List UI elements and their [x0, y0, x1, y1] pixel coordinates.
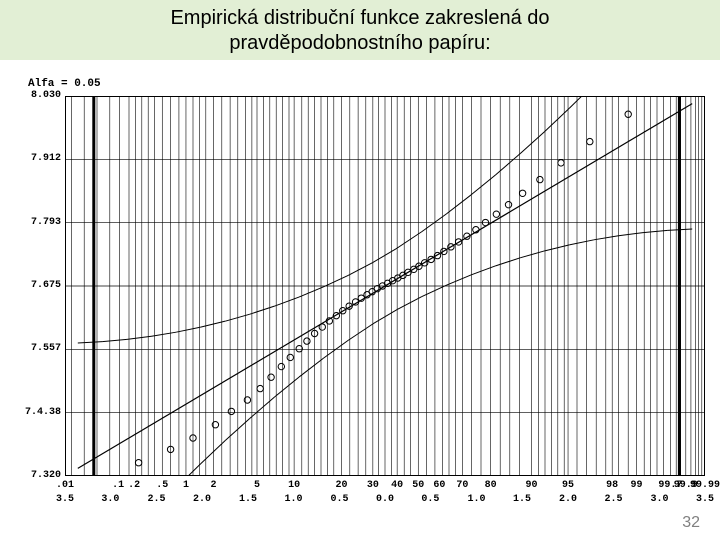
- x-percent-label: 98: [606, 480, 618, 491]
- x-percent-label: .5: [156, 480, 168, 491]
- x-sigma-label: 1.0: [284, 494, 302, 505]
- x-sigma-label: 0.0: [376, 494, 394, 505]
- x-sigma-label: 1.0: [468, 494, 486, 505]
- x-sigma-label: 2.0: [193, 494, 211, 505]
- x-percent-label: 90: [526, 480, 538, 491]
- x-percent-label: .2: [128, 480, 140, 491]
- page-number: 32: [682, 514, 700, 532]
- x-percent-label: 2: [210, 480, 216, 491]
- x-percent-label: 99.99: [690, 480, 720, 491]
- y-tick-label: 7.557: [13, 343, 61, 354]
- x-sigma-label: 2.5: [604, 494, 622, 505]
- x-sigma-label: 2.0: [559, 494, 577, 505]
- x-percent-label: 70: [456, 480, 468, 491]
- x-percent-label: 60: [433, 480, 445, 491]
- y-tick-label: 7.793: [13, 217, 61, 228]
- probability-plot: [65, 96, 705, 476]
- x-percent-label: 1: [183, 480, 189, 491]
- x-sigma-label: 3.5: [696, 494, 714, 505]
- y-tick-label: 7.4.38: [13, 407, 61, 418]
- x-percent-label: 10: [288, 480, 300, 491]
- x-percent-label: 50: [412, 480, 424, 491]
- x-percent-label: .1: [112, 480, 124, 491]
- slide-header: Empirická distribuční funkce zakreslená …: [0, 0, 720, 60]
- y-tick-label: 7.320: [13, 470, 61, 481]
- x-sigma-label: 0.5: [331, 494, 349, 505]
- x-sigma-label: 3.0: [651, 494, 669, 505]
- alfa-label: Alfa = 0.05: [28, 78, 101, 90]
- x-percent-label: 40: [391, 480, 403, 491]
- x-percent-label: 99: [631, 480, 643, 491]
- y-tick-label: 7.675: [13, 280, 61, 291]
- x-sigma-label: 1.5: [513, 494, 531, 505]
- header-line-1: Empirická distribuční funkce zakreslená …: [170, 7, 549, 29]
- x-percent-label: 20: [335, 480, 347, 491]
- x-percent-label: .01: [56, 480, 74, 491]
- x-percent-label: 5: [254, 480, 260, 491]
- y-tick-label: 7.912: [13, 153, 61, 164]
- y-tick-label: 8.030: [13, 90, 61, 101]
- x-percent-label: 80: [485, 480, 497, 491]
- plot-svg: [65, 96, 705, 476]
- x-sigma-label: 0.5: [421, 494, 439, 505]
- x-sigma-label: 2.5: [148, 494, 166, 505]
- x-sigma-label: 1.5: [239, 494, 257, 505]
- x-percent-label: 95: [562, 480, 574, 491]
- header-line-2: pravděpodobnostního papíru:: [229, 32, 490, 54]
- x-sigma-label: 3.0: [101, 494, 119, 505]
- x-percent-label: 30: [367, 480, 379, 491]
- x-sigma-label: 3.5: [56, 494, 74, 505]
